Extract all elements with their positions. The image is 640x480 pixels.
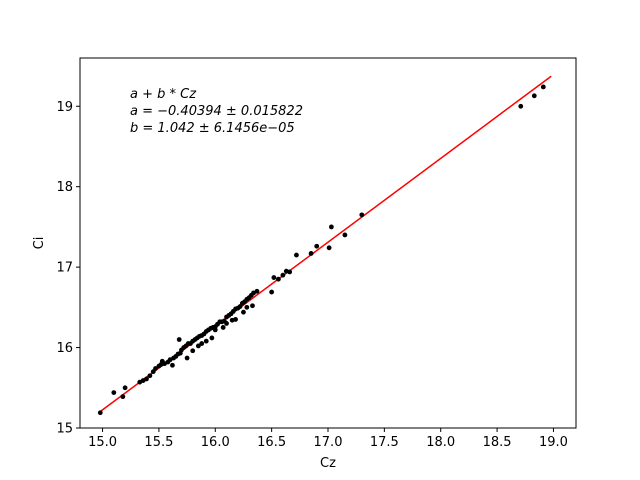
data-point bbox=[147, 373, 153, 379]
data-point bbox=[203, 338, 209, 344]
data-point bbox=[294, 252, 299, 258]
data-point bbox=[244, 304, 250, 310]
x-axis-title: Cz bbox=[320, 456, 336, 471]
fit-param-b-annotation: b = 1.042 ± 6.1456e−05 bbox=[130, 121, 295, 136]
y-tick-label: 16 bbox=[56, 341, 73, 356]
data-point bbox=[328, 224, 334, 230]
x-tick-label: 19.0 bbox=[539, 435, 568, 450]
y-tick-label: 19 bbox=[56, 100, 73, 115]
data-point bbox=[276, 276, 281, 282]
data-point bbox=[229, 317, 235, 323]
data-point bbox=[122, 385, 128, 391]
data-point bbox=[359, 212, 365, 218]
data-point bbox=[153, 366, 158, 371]
x-tick-label: 17.0 bbox=[314, 435, 343, 450]
data-point bbox=[531, 93, 537, 99]
data-point bbox=[241, 309, 246, 315]
data-point bbox=[170, 362, 175, 368]
x-tick-label: 18.5 bbox=[483, 435, 512, 450]
data-point bbox=[176, 337, 182, 342]
data-point bbox=[195, 343, 201, 349]
data-point bbox=[144, 376, 149, 382]
data-point bbox=[540, 84, 546, 90]
x-tick-label: 16.0 bbox=[201, 435, 230, 450]
x-tick-label: 18.0 bbox=[426, 435, 455, 450]
data-point bbox=[120, 394, 126, 400]
x-tick-label: 16.5 bbox=[257, 435, 286, 450]
data-point bbox=[314, 243, 320, 249]
data-point bbox=[199, 341, 205, 346]
data-point bbox=[159, 358, 165, 364]
data-point bbox=[280, 272, 286, 278]
data-point bbox=[224, 321, 229, 326]
y-tick-label: 18 bbox=[56, 180, 73, 195]
data-point bbox=[254, 288, 260, 294]
data-point bbox=[212, 327, 218, 333]
data-point bbox=[271, 275, 277, 280]
data-point bbox=[111, 390, 117, 396]
x-tick-label: 15.5 bbox=[144, 435, 173, 450]
data-point bbox=[326, 245, 332, 251]
data-point bbox=[518, 103, 524, 109]
x-tick-label: 17.5 bbox=[370, 435, 399, 450]
data-point bbox=[220, 325, 226, 330]
data-point bbox=[269, 289, 275, 295]
y-axis-title: Ci bbox=[32, 237, 47, 250]
data-point bbox=[250, 303, 255, 309]
x-tick-label: 15.0 bbox=[88, 435, 117, 450]
data-point bbox=[184, 355, 190, 361]
data-point bbox=[308, 251, 314, 256]
data-point bbox=[287, 269, 293, 275]
data-point bbox=[190, 348, 196, 354]
data-point bbox=[209, 335, 215, 341]
y-tick-label: 17 bbox=[56, 261, 73, 276]
fit-param-a-annotation: a = −0.40394 ± 0.015822 bbox=[130, 104, 303, 119]
data-point bbox=[342, 232, 348, 238]
data-point bbox=[97, 410, 103, 416]
fit-equation-annotation: a + b * Cz bbox=[130, 87, 197, 102]
y-tick-label: 15 bbox=[56, 422, 73, 437]
